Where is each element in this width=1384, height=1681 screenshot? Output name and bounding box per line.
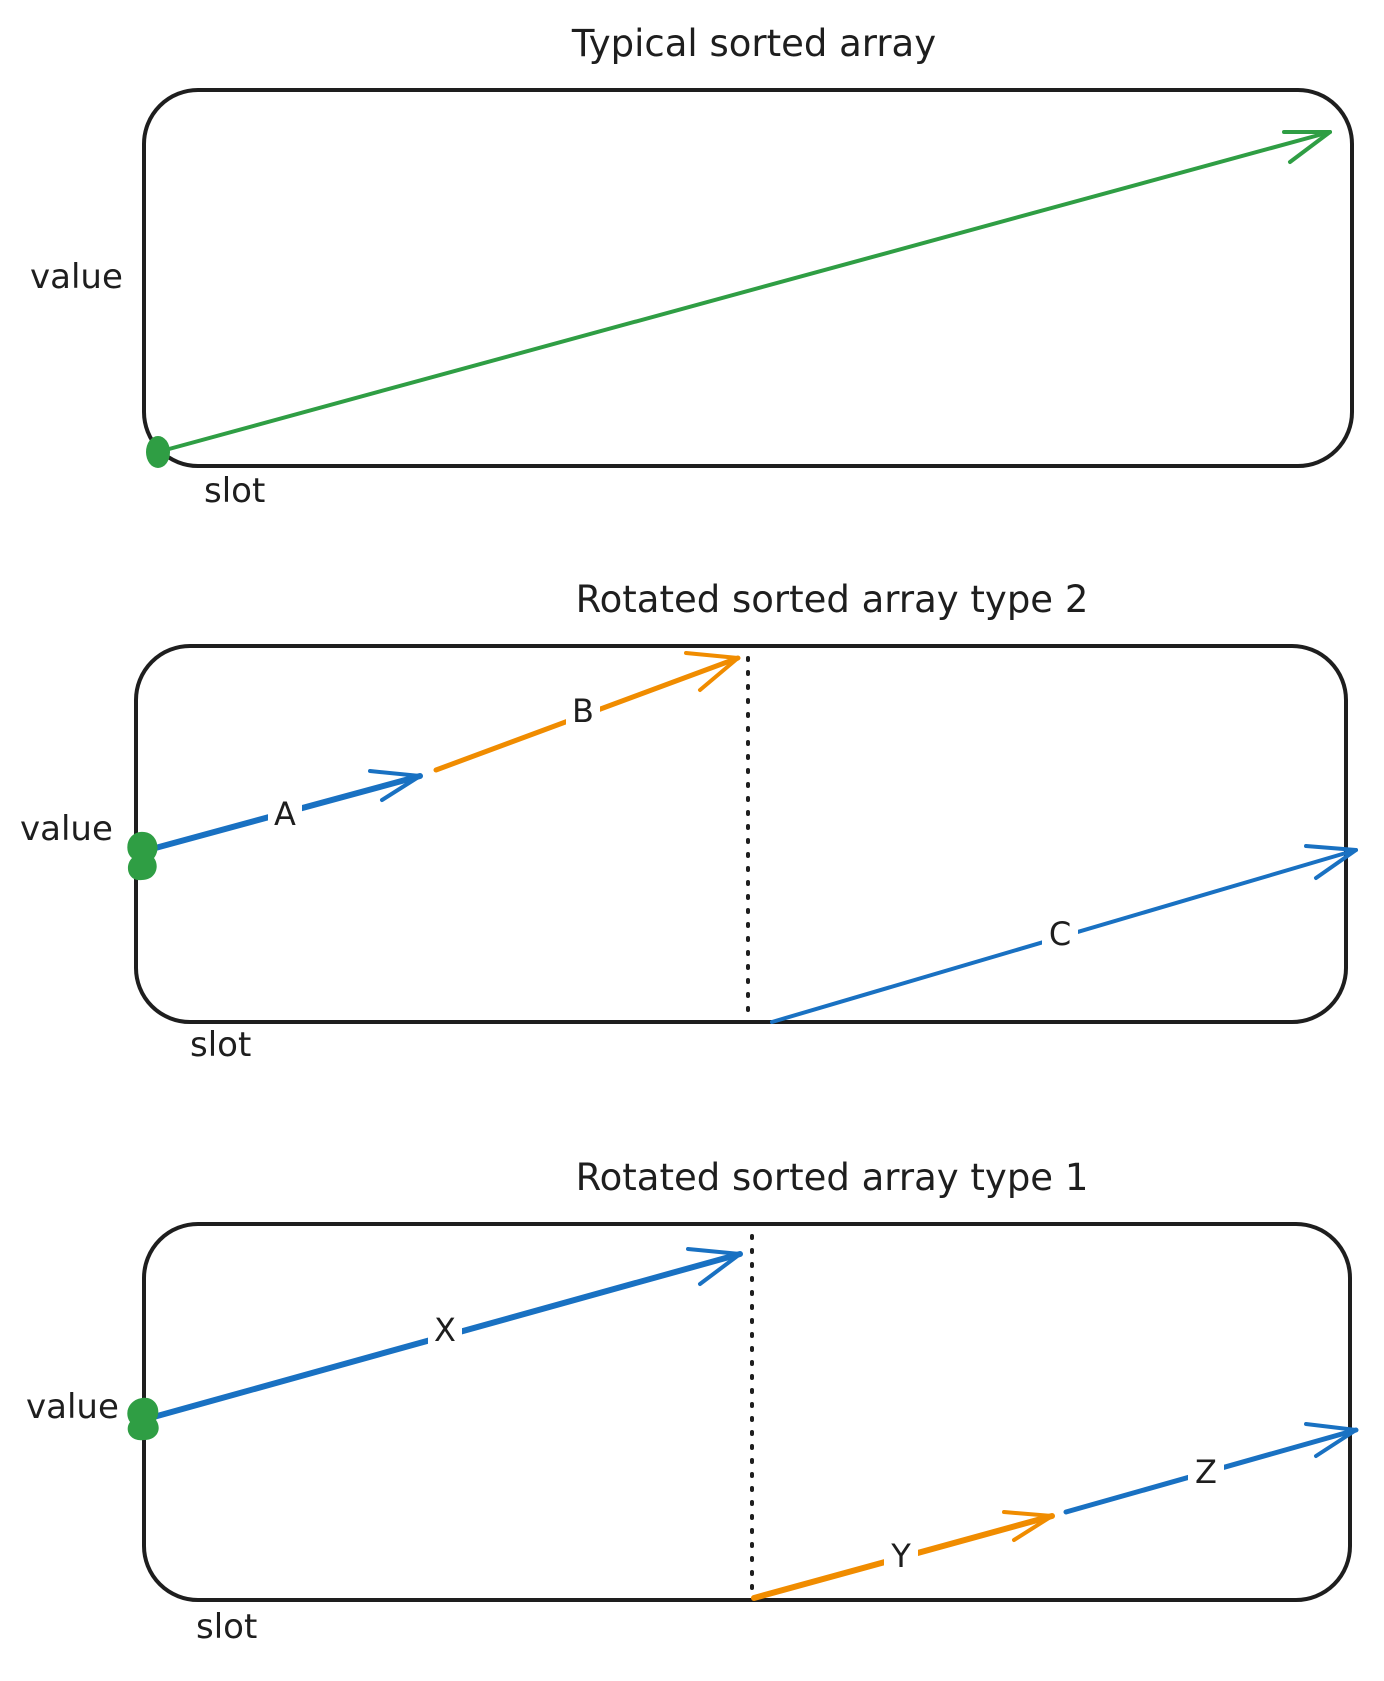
start-point-dot <box>146 436 170 468</box>
segment-label-b: B <box>572 692 594 730</box>
segment-label-y: Y <box>890 1537 911 1575</box>
x-axis-label: slot <box>196 1607 257 1647</box>
segment-label-z: Z <box>1195 1453 1217 1491</box>
segment-line <box>156 130 1332 454</box>
segment-label-background <box>1042 916 1078 952</box>
panel-title: Rotated sorted array type 1 <box>576 1156 1089 1199</box>
x-axis-label: slot <box>190 1025 251 1065</box>
segment-arrow-z: Z <box>1063 1422 1359 1515</box>
x-axis-label: slot <box>204 471 265 511</box>
segment-label-background <box>268 796 302 832</box>
plot-frame <box>142 1222 1352 1602</box>
panel-rotated-type-1: Rotated sorted array type 1 value slot X… <box>26 1156 1359 1647</box>
segment-label-background <box>884 1538 918 1574</box>
segment-label-a: A <box>274 795 296 833</box>
arrowhead-icon <box>684 651 740 692</box>
plot-frame <box>134 644 1348 1024</box>
segment-label-background <box>1188 1454 1224 1490</box>
y-axis-label: value <box>30 257 123 297</box>
segment-arrow-y: Y <box>751 1510 1055 1601</box>
arrowhead-icon <box>368 769 422 802</box>
y-axis-label: value <box>20 809 113 849</box>
arrowhead-icon <box>1304 1422 1358 1458</box>
y-axis-label: value <box>26 1387 119 1427</box>
segment-arrow-x: X <box>147 1247 743 1421</box>
start-point-dot <box>127 1397 159 1441</box>
segment-label-x: X <box>434 1311 456 1349</box>
panel-rotated-type-2: Rotated sorted array type 2 value slot A… <box>20 578 1358 1065</box>
segment-arrow <box>156 130 1332 454</box>
segment-label-background <box>566 692 600 728</box>
panel-typical: Typical sorted array value slot <box>30 22 1354 511</box>
plot-frame <box>142 88 1354 468</box>
panel-title: Rotated sorted array type 2 <box>576 578 1089 621</box>
segment-arrow-b: B <box>433 651 741 773</box>
arrowhead-icon <box>686 1247 742 1286</box>
start-point-dot <box>127 831 158 881</box>
segment-arrow-c: C <box>770 844 1358 1024</box>
arrowhead-icon <box>1304 844 1358 880</box>
segment-label-background <box>428 1312 462 1348</box>
panel-title: Typical sorted array <box>571 22 936 65</box>
segment-arrow-a: A <box>145 769 423 853</box>
arrowhead-icon <box>1282 130 1332 164</box>
segment-label-c: C <box>1049 915 1071 953</box>
arrowhead-icon <box>1002 1510 1054 1542</box>
